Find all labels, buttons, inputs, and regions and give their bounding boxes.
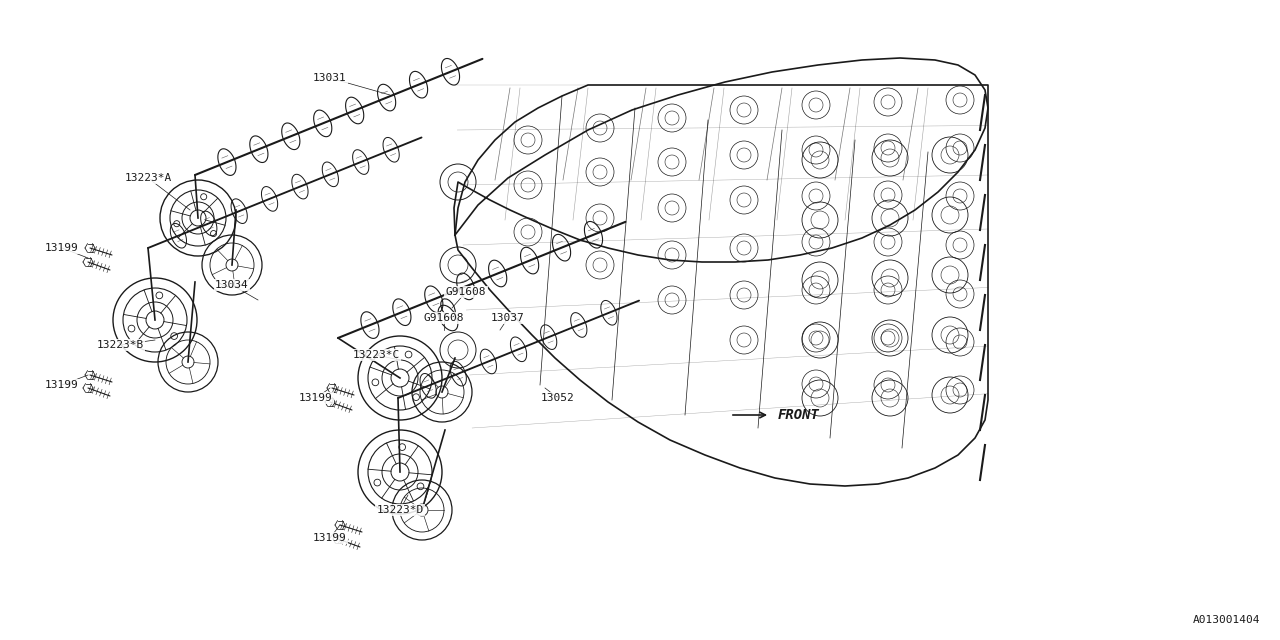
Text: A013001404: A013001404 <box>1193 615 1260 625</box>
Text: 13199: 13199 <box>45 243 79 253</box>
Text: 13223*B: 13223*B <box>96 340 143 350</box>
Text: 13199: 13199 <box>300 393 333 403</box>
Text: 13052: 13052 <box>541 393 575 403</box>
Text: 13037: 13037 <box>492 313 525 323</box>
Text: 13199: 13199 <box>45 380 79 390</box>
Text: 13223*C: 13223*C <box>352 350 399 360</box>
Text: FRONT: FRONT <box>778 408 820 422</box>
Text: 13034: 13034 <box>215 280 248 290</box>
Text: 13199: 13199 <box>314 533 347 543</box>
Text: G91608: G91608 <box>424 313 465 323</box>
Text: G91608: G91608 <box>445 287 486 297</box>
Text: 13223*D: 13223*D <box>376 505 424 515</box>
Text: 13031: 13031 <box>314 73 347 83</box>
Text: 13223*A: 13223*A <box>124 173 172 183</box>
